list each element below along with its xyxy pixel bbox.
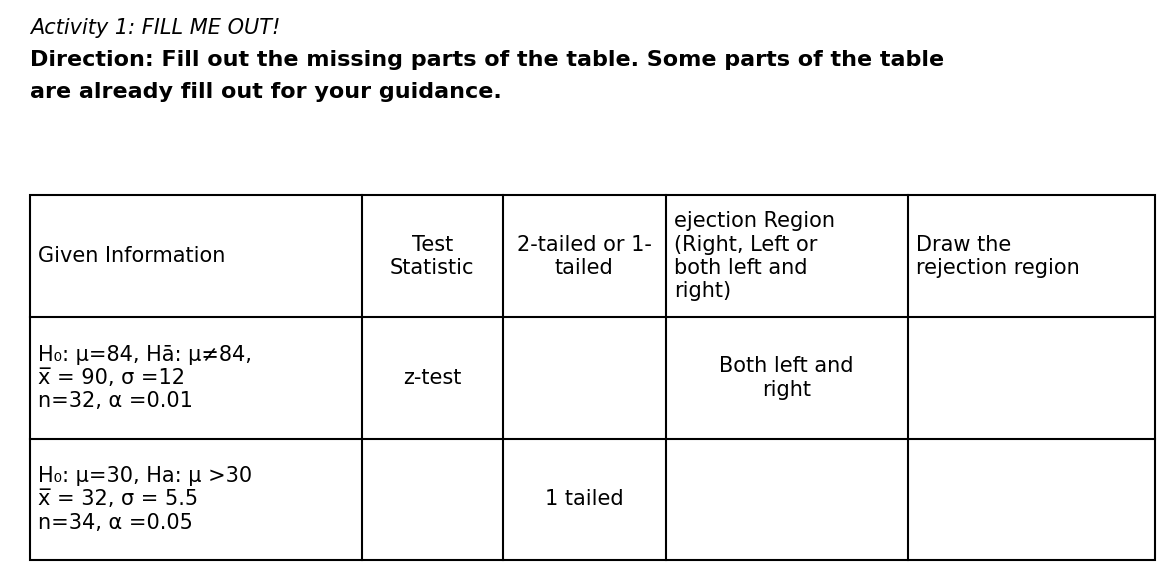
Text: z-test: z-test — [403, 368, 461, 388]
Text: Direction: Fill out the missing parts of the table. Some parts of the table: Direction: Fill out the missing parts of… — [31, 50, 944, 70]
Text: H₀: μ=84, Hā: μ≠84,: H₀: μ=84, Hā: μ≠84, — [38, 345, 252, 365]
Text: n=34, α =0.05: n=34, α =0.05 — [38, 513, 193, 533]
Text: 2-tailed or 1-
tailed: 2-tailed or 1- tailed — [517, 235, 652, 278]
Text: Activity 1: FILL ME OUT!: Activity 1: FILL ME OUT! — [31, 18, 281, 38]
Text: Both left and: Both left and — [720, 356, 853, 376]
Bar — [31, 195, 1155, 560]
Text: right: right — [762, 380, 811, 400]
Text: Given Information: Given Information — [38, 246, 225, 266]
Text: Draw the
rejection region: Draw the rejection region — [916, 235, 1079, 278]
Text: x̅ = 32, σ = 5.5: x̅ = 32, σ = 5.5 — [38, 489, 198, 509]
Text: x̅ = 90, σ =12: x̅ = 90, σ =12 — [38, 368, 185, 388]
Text: Test
Statistic: Test Statistic — [390, 235, 474, 278]
Text: 1 tailed: 1 tailed — [545, 489, 623, 509]
Text: ejection Region
(Right, Left or
both left and
right): ejection Region (Right, Left or both lef… — [674, 211, 835, 301]
Text: H₀: μ=30, Ha: μ >30: H₀: μ=30, Ha: μ >30 — [38, 466, 252, 486]
Text: are already fill out for your guidance.: are already fill out for your guidance. — [31, 82, 501, 102]
Text: n=32, α =0.01: n=32, α =0.01 — [38, 391, 193, 411]
